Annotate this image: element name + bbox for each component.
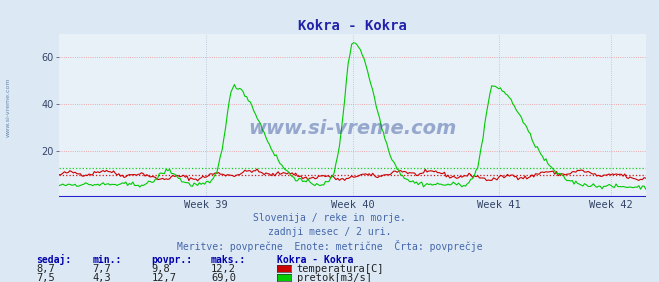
Text: 12,2: 12,2 — [211, 264, 236, 274]
Text: maks.:: maks.: — [211, 255, 246, 265]
Text: 7,7: 7,7 — [92, 264, 111, 274]
Text: 7,5: 7,5 — [36, 273, 55, 282]
Text: www.si-vreme.com: www.si-vreme.com — [248, 119, 457, 138]
Text: min.:: min.: — [92, 255, 122, 265]
Text: Kokra - Kokra: Kokra - Kokra — [277, 255, 353, 265]
Text: www.si-vreme.com: www.si-vreme.com — [5, 78, 11, 137]
Text: Meritve: povprečne  Enote: metrične  Črta: povprečje: Meritve: povprečne Enote: metrične Črta:… — [177, 240, 482, 252]
Text: 8,7: 8,7 — [36, 264, 55, 274]
Text: povpr.:: povpr.: — [152, 255, 192, 265]
Text: temperatura[C]: temperatura[C] — [297, 264, 384, 274]
Text: sedaj:: sedaj: — [36, 254, 71, 265]
Title: Kokra - Kokra: Kokra - Kokra — [298, 19, 407, 33]
Text: Slovenija / reke in morje.: Slovenija / reke in morje. — [253, 213, 406, 223]
Text: 9,8: 9,8 — [152, 264, 170, 274]
Text: 4,3: 4,3 — [92, 273, 111, 282]
Text: pretok[m3/s]: pretok[m3/s] — [297, 273, 372, 282]
Text: zadnji mesec / 2 uri.: zadnji mesec / 2 uri. — [268, 228, 391, 237]
Text: 12,7: 12,7 — [152, 273, 177, 282]
Text: 69,0: 69,0 — [211, 273, 236, 282]
